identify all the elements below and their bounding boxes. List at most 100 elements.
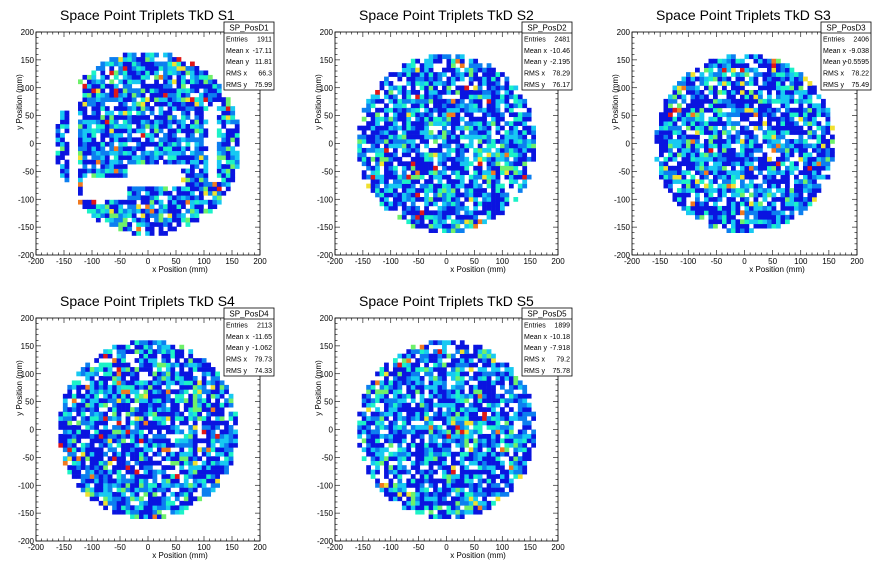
heatmap-cell [437,192,443,198]
heatmap-cell [176,92,182,98]
heatmap-cell [812,143,817,149]
heatmap-cell [198,155,204,160]
heatmap-cell [731,214,736,220]
heatmap-cell [130,407,135,412]
heatmap-cell [149,97,155,102]
heatmap-cell [131,74,137,80]
heatmap-cell [789,85,795,91]
heatmap-cell [771,130,777,135]
heatmap-cell [446,188,452,193]
heatmap-cell [762,121,768,126]
stats-value: 78.29 [552,71,570,78]
heatmap-cell [504,89,510,95]
heatmap-cell [491,67,496,73]
heatmap-cell [468,121,474,126]
heatmap-cell [699,179,705,184]
heatmap-cell [122,222,128,227]
heatmap-cell [216,128,222,134]
heatmap-cell [740,147,745,153]
heatmap-cell [375,188,380,193]
heatmap-cell [433,121,438,126]
heatmap-cell [216,168,222,174]
heatmap-cell [179,429,185,435]
heatmap-cell [104,199,110,205]
heatmap-cell [500,94,505,100]
heatmap-cell [508,165,514,171]
heatmap-cell [379,433,385,439]
heatmap-cell [131,119,137,125]
heatmap-cell [136,128,142,134]
heatmap-cell [455,179,461,184]
heatmap-cell [825,152,831,158]
heatmap-cell [80,407,86,412]
heatmap-cell [183,380,189,386]
heatmap-cell [771,183,777,189]
heatmap-cell [228,402,234,408]
heatmap-cell [181,119,186,125]
heatmap-cell [194,110,200,116]
heatmap-cell [726,174,732,180]
heatmap-cell [677,94,682,100]
heatmap-cell [776,147,781,153]
heatmap-cell [384,201,389,207]
heatmap-cell [370,183,376,189]
heatmap-cell [224,447,229,453]
heatmap-cell [156,496,162,502]
heatmap-cell [148,491,153,497]
heatmap-cell [731,121,736,126]
heatmap-cell [500,201,505,207]
heatmap-cell [821,139,826,144]
heatmap-cell [433,219,438,225]
heatmap-cell [185,217,191,223]
heatmap-cell [681,174,687,180]
heatmap-cell [82,159,88,165]
heatmap-cell [794,205,799,211]
heatmap-cell [185,97,191,102]
heatmap-cell [491,170,496,176]
heatmap-cell [508,121,514,126]
heatmap-cell [188,487,194,493]
heatmap-cell [437,183,443,189]
heatmap-cell [464,112,470,118]
heatmap-cell [167,213,173,218]
heatmap-cell [100,106,106,111]
heatmap-cell [767,67,772,73]
heatmap-cell [690,116,696,122]
heatmap-cell [722,183,727,189]
heatmap-cell [477,139,483,144]
heatmap-cell [780,147,786,153]
heatmap-cell [76,411,82,417]
heatmap-cell [140,150,146,156]
heatmap-cell [366,433,371,439]
heatmap-cell [789,76,795,82]
heatmap-cell [504,81,510,86]
heatmap-cell [713,174,718,180]
heatmap-cell [165,349,171,354]
heatmap-cell [531,134,536,140]
heatmap-cell [76,429,82,435]
heatmap-cell [156,389,162,395]
heatmap-cell [508,130,514,135]
heatmap-cell [152,478,158,484]
heatmap-cell [125,425,131,430]
heatmap-cell [708,223,714,229]
heatmap-cell [517,134,523,140]
heatmap-cell [152,487,158,493]
y-tick-label: 50 [324,112,333,121]
heatmap-cell [495,156,501,162]
heatmap-cell [67,416,73,421]
heatmap-cell [116,398,122,404]
heatmap-cell [428,58,434,64]
heatmap-cell [807,152,813,158]
heatmap-cell [113,168,119,174]
heatmap-cell [167,92,173,98]
heatmap-cell [672,197,678,202]
heatmap-cell [172,226,177,232]
heatmap-cell [179,344,185,350]
heatmap-cell [455,103,461,109]
heatmap-cell [731,183,736,189]
heatmap-cell [134,469,140,475]
heatmap-cell [145,115,150,120]
heatmap-cell [152,509,158,515]
